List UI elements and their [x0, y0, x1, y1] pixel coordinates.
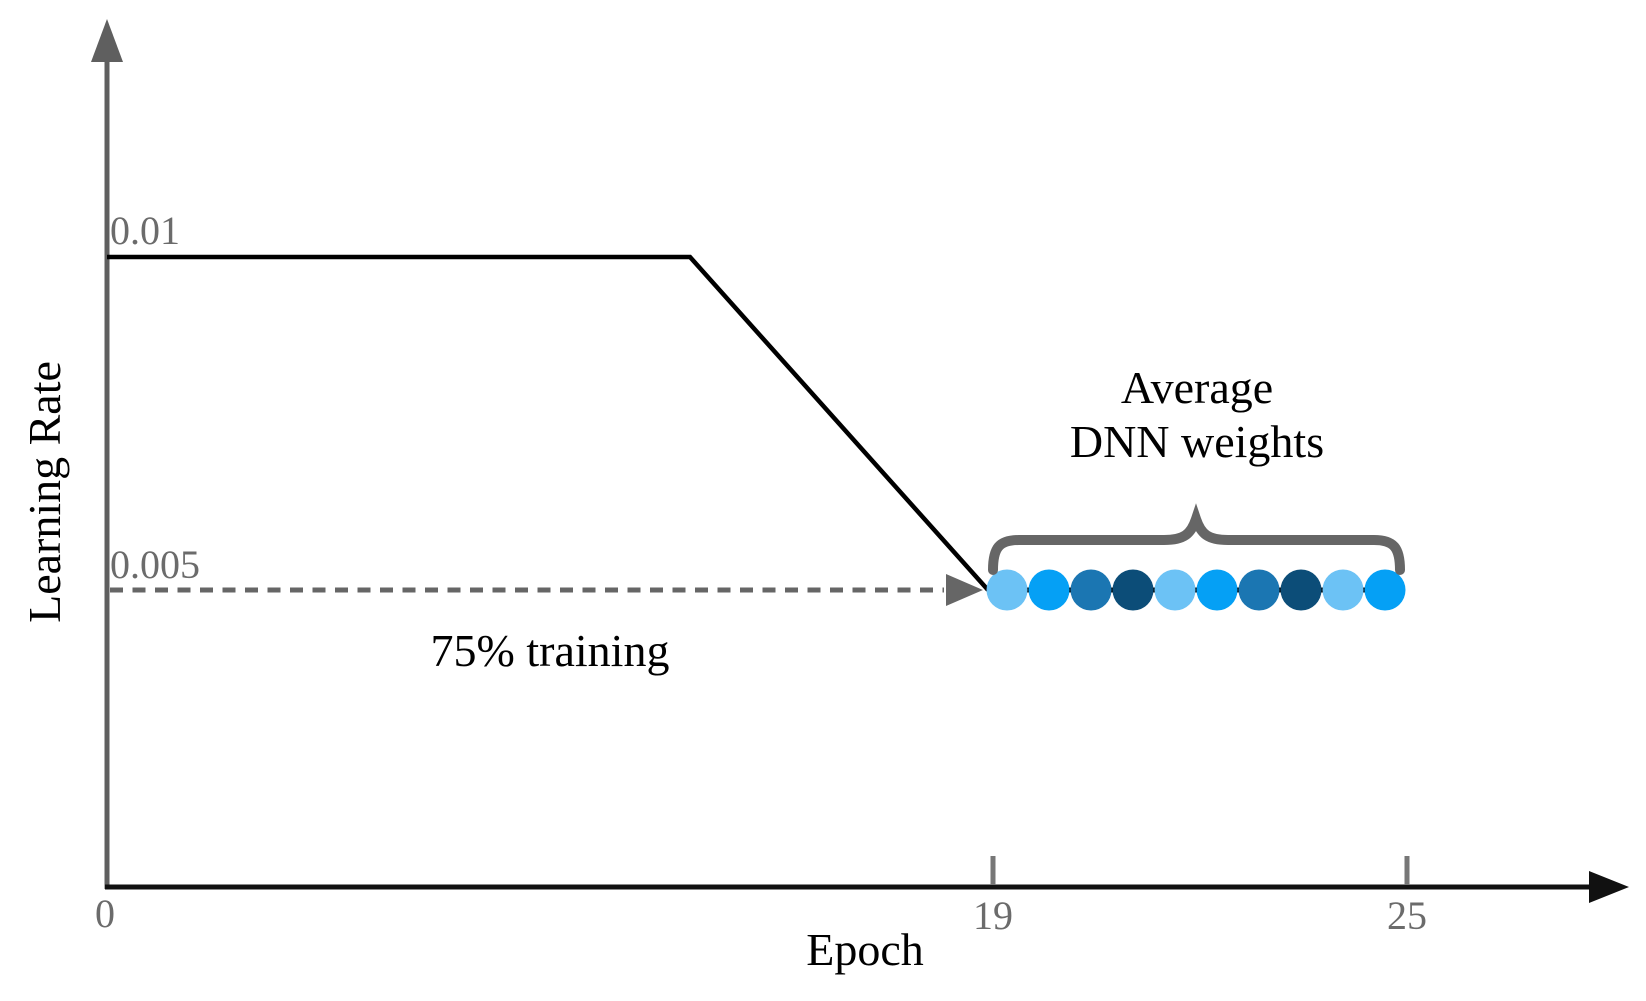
swa-checkpoint-dot: [1070, 569, 1112, 611]
x-tick-label-0: 0: [95, 891, 115, 936]
dashed-lr-arrowhead-icon: [946, 574, 983, 606]
y-axis-arrowhead-icon: [91, 19, 123, 62]
y-axis-title: Learning Rate: [19, 361, 70, 623]
x-axis-arrowhead-icon: [1589, 871, 1629, 903]
swa-checkpoint-dot: [1154, 569, 1196, 611]
swa-checkpoint-dot: [1196, 569, 1238, 611]
x-tick-label-19: 19: [973, 893, 1013, 938]
average-annotation-line2: DNN weights: [1070, 416, 1324, 467]
swa-checkpoint-dot: [1280, 569, 1322, 611]
average-annotation-line1: Average: [1121, 362, 1273, 413]
lr-low-label: 0.005: [110, 542, 200, 587]
swa-checkpoint-dot: [1322, 569, 1364, 611]
training-annotation: 75% training: [431, 625, 670, 676]
learning-rate-schedule-line: [107, 254, 990, 592]
swa-checkpoint-dot: [1364, 569, 1406, 611]
x-axis-title: Epoch: [806, 924, 924, 975]
swa-checkpoint-dot: [1112, 569, 1154, 611]
lr-high-label: 0.01: [110, 208, 180, 253]
x-tick-label-25: 25: [1387, 893, 1427, 938]
swa-checkpoint-dot: [1238, 569, 1280, 611]
average-brace-icon: [988, 503, 1405, 575]
swa-checkpoint-dot: [1028, 569, 1070, 611]
swa-checkpoint-dot: [986, 569, 1028, 611]
